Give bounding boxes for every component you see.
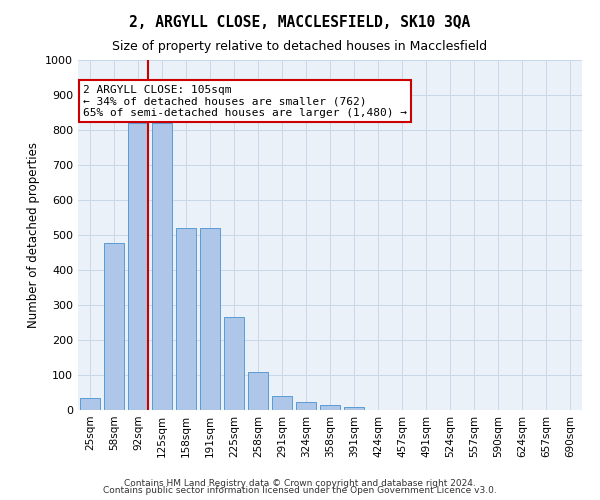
- Bar: [176, 228, 196, 410]
- Bar: [200, 228, 220, 410]
- Bar: [128, 123, 148, 410]
- Y-axis label: Number of detached properties: Number of detached properties: [26, 142, 40, 328]
- Bar: [320, 406, 340, 410]
- Bar: [248, 372, 268, 410]
- Bar: [152, 123, 172, 410]
- Bar: [224, 318, 244, 410]
- Text: 2, ARGYLL CLOSE, MACCLESFIELD, SK10 3QA: 2, ARGYLL CLOSE, MACCLESFIELD, SK10 3QA: [130, 15, 470, 30]
- Text: Size of property relative to detached houses in Macclesfield: Size of property relative to detached ho…: [112, 40, 488, 53]
- Bar: [296, 402, 316, 410]
- Bar: [344, 406, 364, 410]
- Bar: [104, 242, 124, 410]
- Text: Contains public sector information licensed under the Open Government Licence v3: Contains public sector information licen…: [103, 486, 497, 495]
- Text: Contains HM Land Registry data © Crown copyright and database right 2024.: Contains HM Land Registry data © Crown c…: [124, 478, 476, 488]
- Bar: [272, 396, 292, 410]
- Text: 2 ARGYLL CLOSE: 105sqm
← 34% of detached houses are smaller (762)
65% of semi-de: 2 ARGYLL CLOSE: 105sqm ← 34% of detached…: [83, 84, 407, 117]
- Bar: [80, 398, 100, 410]
